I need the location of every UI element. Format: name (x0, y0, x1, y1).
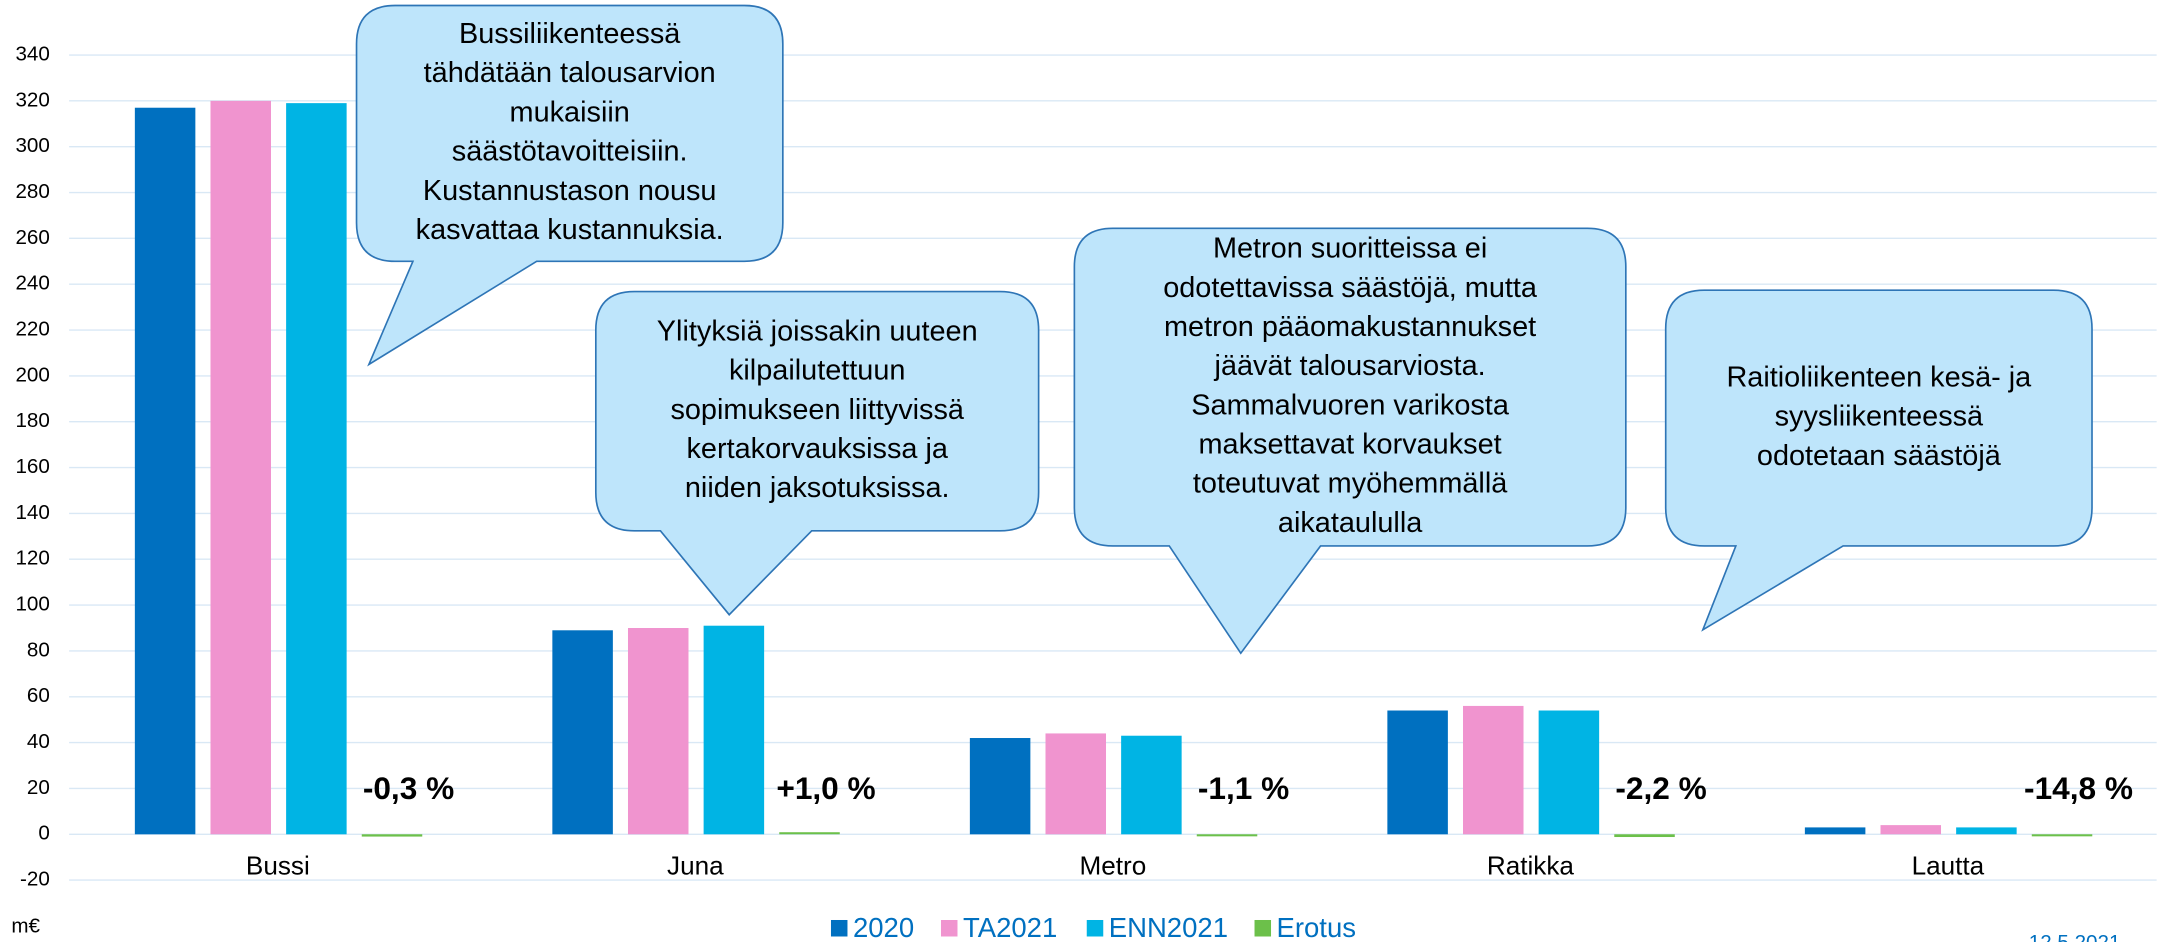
callout-text: Sammalvuoren varikosta (1191, 389, 1510, 421)
callout: Raitioliikenteen kesä- ja syysliikenteess… (1664, 289, 2093, 632)
y-tick-label: 320 (15, 88, 49, 111)
bar (1538, 710, 1600, 835)
y-tick-label: 40 (27, 730, 50, 753)
callout: Bussiliikenteessä tähdätään talousarvion m… (355, 4, 784, 367)
y-tick-label: 200 (15, 363, 49, 386)
bar (1121, 735, 1182, 835)
callout-shape (355, 4, 784, 367)
y-tick-label: 0 (38, 822, 49, 845)
callout-text: kilpailutettuun (729, 355, 905, 387)
x-tick-label: Ratikka (1487, 851, 1575, 881)
bar (627, 628, 689, 835)
legend-label: TA2021 (963, 912, 1057, 942)
unit-label: m€ (11, 914, 40, 937)
bar (1463, 705, 1524, 835)
callout-text: Metron suoritteissa ei (1213, 233, 1487, 265)
callout-text: maksettavat korvaukset (1199, 429, 1502, 461)
callout-text: säästötavoitteisiin. (452, 136, 688, 168)
callout-text: Kustannustason nousu (423, 175, 717, 207)
callout-text: metron pääomakustannukset (1164, 311, 1536, 343)
bar (2031, 834, 2093, 837)
callout-text: mukaisiin (510, 96, 630, 128)
y-tick-label: 160 (15, 455, 49, 478)
y-tick-label: -20 (20, 868, 50, 891)
legend-swatch (1254, 919, 1272, 937)
legend-swatch (830, 919, 848, 937)
difference-label: -2,2 % (1615, 770, 1706, 806)
bar (552, 630, 613, 835)
bar (1045, 733, 1107, 835)
callout-text: jäävät talousarviosta. (1214, 350, 1486, 382)
callout-shape (594, 290, 1040, 616)
difference-label: +1,0 % (776, 770, 875, 806)
bar (1196, 834, 1258, 837)
callout-text: odotetaan säästöjä (1757, 440, 2002, 472)
callout-shape (1073, 227, 1627, 655)
callout-text: odotettavissa säästöjä, mutta (1163, 272, 1538, 304)
legend-label: ENN2021 (1109, 912, 1228, 942)
difference-label: -14,8 % (2024, 770, 2133, 806)
callout-text: Raitioliikenteen kesä- ja (1726, 361, 2032, 393)
bar (1387, 710, 1448, 835)
y-tick-label: 300 (15, 134, 49, 157)
callout-text: tähdätään talousarvion (424, 57, 716, 89)
callout-text: toteutuvat myöhemmällä (1193, 468, 1508, 500)
callout-text: syysliikenteessä (1775, 401, 1984, 433)
y-tick-label: 260 (15, 226, 49, 249)
y-tick-label: 220 (15, 317, 49, 340)
bar (1880, 825, 1942, 835)
callout-text: kasvattaa kustannuksia. (416, 214, 724, 246)
legend-label: Erotus (1277, 912, 1356, 942)
callout-text: niiden jaksotuksissa. (685, 472, 950, 504)
x-tick-label: Juna (667, 851, 724, 881)
callout-text: kertakorvauksissa ja (686, 433, 948, 465)
legend-swatch (1086, 919, 1104, 937)
legend-label: 2020 (853, 912, 914, 942)
x-tick-label: Bussi (246, 851, 310, 881)
callout-text: sopimukseen liittyvissä (670, 394, 964, 426)
bar (703, 625, 765, 835)
bar (1956, 827, 2017, 835)
y-tick-label: 60 (27, 684, 50, 707)
bar (134, 107, 196, 835)
x-tick-label: Metro (1080, 851, 1147, 881)
date-label: 12.5.2021 (2029, 931, 2121, 942)
callout-text: aikataululla (1278, 507, 1423, 539)
y-tick-label: 100 (15, 593, 49, 616)
bar (286, 103, 347, 835)
y-tick-label: 240 (15, 272, 49, 295)
callout-shape (1664, 289, 2093, 632)
callout-text: Bussiliikenteessä (459, 18, 681, 50)
difference-label: -0,3 % (363, 770, 454, 806)
bar (1614, 834, 1675, 838)
bar (1804, 827, 1866, 835)
bar (210, 100, 271, 835)
callout: Metron suoritteissa ei odotettavissa sääs… (1073, 227, 1627, 655)
callout: Ylityksiä joissakin uuteen kilpailutettuu… (594, 290, 1040, 616)
bar (779, 832, 840, 835)
difference-label: -1,1 % (1198, 770, 1289, 806)
y-tick-label: 140 (15, 501, 49, 524)
y-tick-label: 20 (27, 776, 50, 799)
callout-text: Ylityksiä joissakin uuteen (657, 315, 978, 347)
y-tick-label: 80 (27, 638, 50, 661)
y-tick-label: 280 (15, 180, 49, 203)
legend-swatch (940, 919, 958, 937)
bar (361, 834, 423, 837)
y-tick-label: 120 (15, 547, 49, 570)
y-tick-label: 340 (15, 42, 49, 65)
bar (969, 738, 1031, 835)
x-tick-label: Lautta (1912, 851, 1985, 881)
y-tick-label: 180 (15, 409, 49, 432)
